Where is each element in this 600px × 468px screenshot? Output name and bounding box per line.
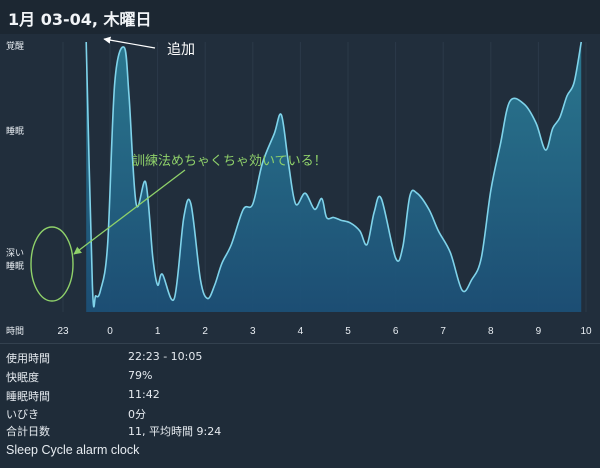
stat-value: 11:42 (128, 388, 160, 401)
x-tick-label: 1 (155, 326, 161, 337)
annotation-circle (30, 226, 74, 302)
stat-label: 快眠度 (6, 371, 39, 384)
stat-row: いびき 0分 (6, 406, 146, 422)
annotation-arrow (103, 36, 156, 49)
annotation-text: 訓練法めちゃくちゃ効いている！ (132, 153, 327, 169)
stat-value: 22:23 - 10:05 (128, 350, 203, 363)
sleep-line (85, 41, 583, 308)
stat-value: 0分 (128, 408, 146, 421)
x-tick-label: 8 (488, 326, 494, 337)
stat-label: 使用時間 (6, 352, 50, 365)
sleep-graph: 覚醒 睡眠 深い 睡眠 時間 23 0 1 2 3 4 5 6 7 8 9 10 追加 訓練法めちゃくちゃ効いて… (0, 34, 600, 344)
x-tick-label: 9 (536, 326, 542, 337)
stat-label: 合計日数 (6, 425, 50, 438)
y-level-label: 覚醒 (6, 40, 24, 52)
title-bar: 1月 03-04, 木曜日 (0, 0, 600, 34)
stat-label: 睡眠時間 (6, 390, 50, 403)
stat-row: 睡眠時間 11:42 (6, 388, 160, 404)
x-tick-label: 7 (440, 326, 446, 337)
stat-row: 使用時間 22:23 - 10:05 (6, 350, 202, 366)
annotation-text: 追加 (167, 42, 195, 58)
stat-value: 11, 平均時間 9:24 (128, 425, 222, 438)
stat-value: 79% (128, 369, 153, 382)
app-footer-text: Sleep Cycle alarm clock (6, 443, 140, 457)
page-title: 1月 03-04, 木曜日 (8, 10, 152, 29)
x-tick-label: 6 (393, 326, 399, 337)
y-level-label: 深い (6, 248, 24, 259)
x-tick-label: 2 (202, 326, 208, 337)
stat-row: 快眠度 79% (6, 369, 152, 385)
x-axis-title: 時間 (6, 326, 24, 337)
y-level-label: 睡眠 (6, 125, 24, 137)
x-tick-label: 3 (250, 326, 256, 337)
stat-row: 合計日数 11, 平均時間 9:24 (6, 423, 221, 439)
annotation-arrow (73, 169, 186, 255)
x-tick-label: 0 (107, 326, 113, 337)
sleep-area (86, 42, 582, 312)
x-tick-label: 23 (57, 326, 69, 337)
divider (0, 343, 600, 344)
stat-label: いびき (6, 408, 39, 421)
x-tick-label: 4 (298, 326, 304, 337)
x-tick-label: 5 (345, 326, 351, 337)
stats-panel: 使用時間 22:23 - 10:05 快眠度 79% 睡眠時間 11:42 いび… (0, 345, 600, 468)
x-tick-label: 10 (580, 326, 592, 337)
y-level-label: 睡眠 (6, 260, 24, 272)
